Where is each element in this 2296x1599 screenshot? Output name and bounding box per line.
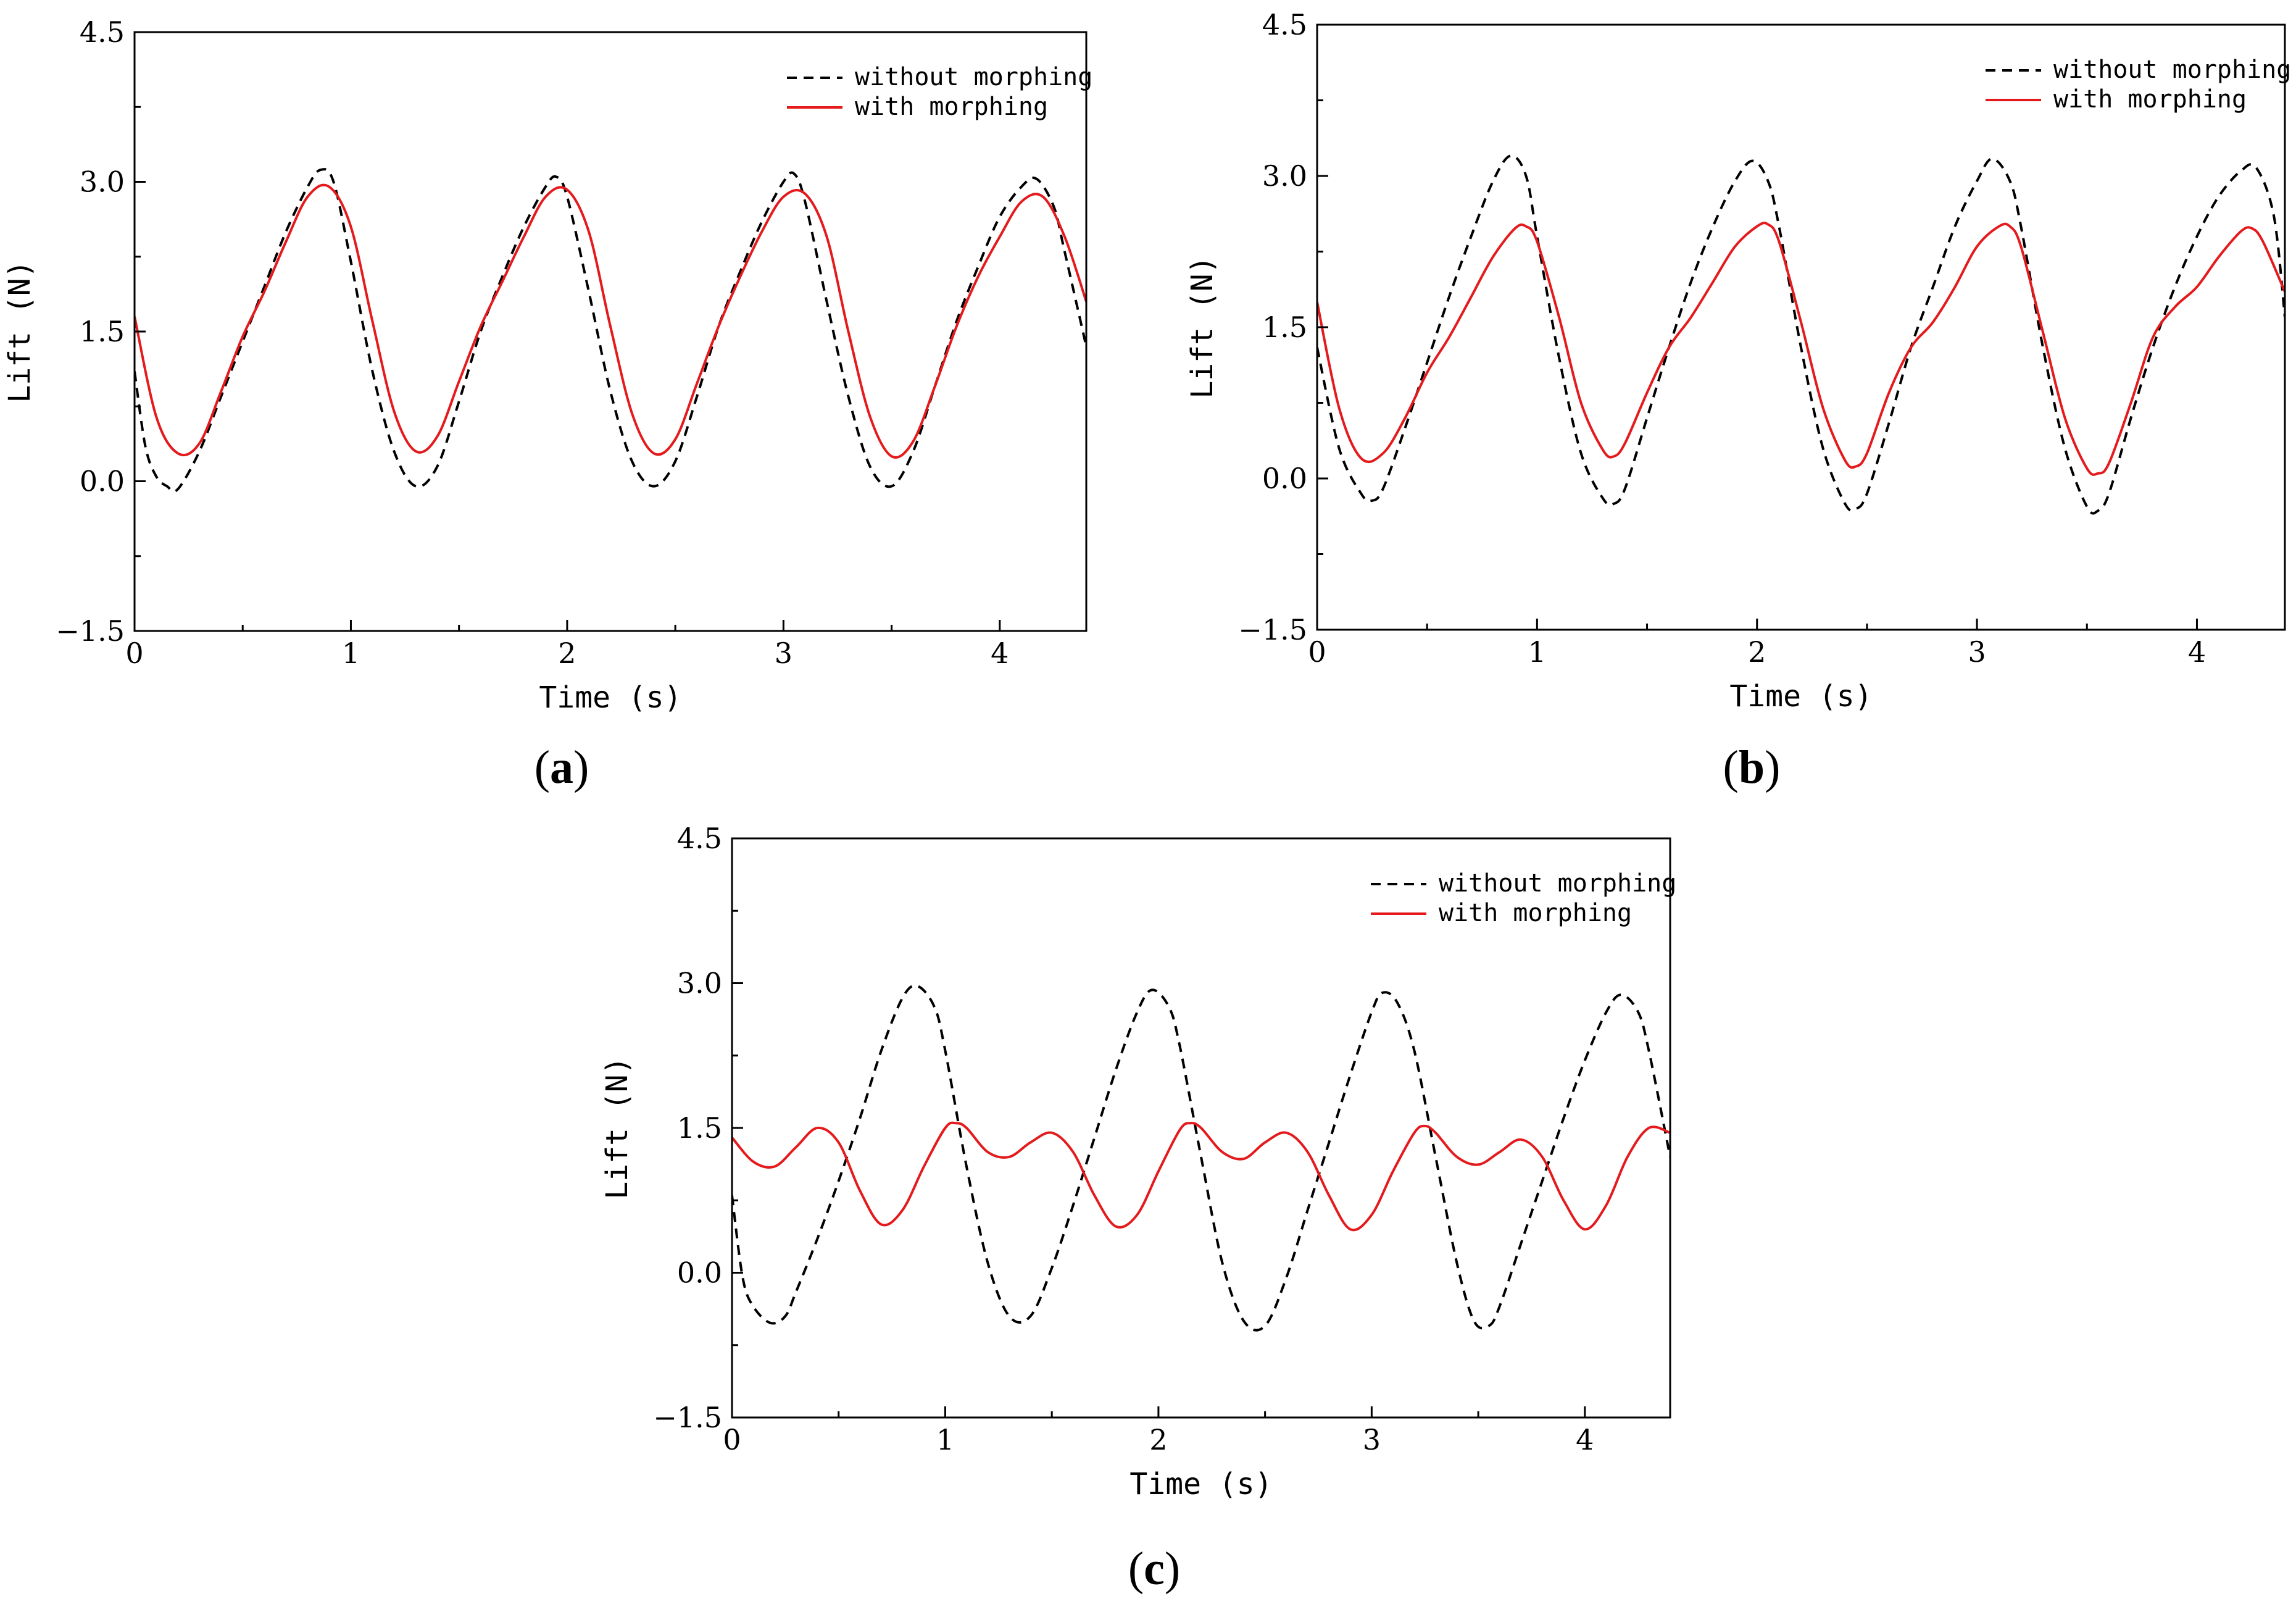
y-tick-label: 0.0: [677, 1256, 722, 1290]
chart-panel-c: 0 1 2 3 4 −1.5 0.0 1.5 3.0 4.5 Time (s) Lift (N) wit…: [600, 822, 1676, 1595]
x-tick-label: 4: [1576, 1423, 1594, 1456]
series-line-without-morphing: [1317, 154, 2285, 515]
y-tick-label: 0.0: [80, 465, 125, 498]
x-tick-label: 0: [1308, 635, 1326, 669]
chart-panel-b: 0 1 2 3 4 −1.5 0.0 1.5 3.0 4.5 Time (s) Lift (N) wit…: [1185, 8, 2291, 793]
series-line-with-morphing: [1317, 222, 2285, 476]
x-tick-label: 3: [1968, 635, 1986, 669]
x-tick-label: 3: [1363, 1423, 1381, 1456]
panel-label: (c): [1128, 1543, 1180, 1595]
panel-label: (a): [534, 741, 589, 793]
x-tick-label: 1: [936, 1423, 954, 1456]
legend-label: with morphing: [1439, 899, 1632, 927]
y-tick-label: 1.5: [1262, 311, 1307, 344]
x-axis-title: Time (s): [539, 680, 681, 715]
series-line-without-morphing: [135, 168, 1086, 493]
x-tick-label: 1: [342, 637, 360, 670]
y-tick-label: 4.5: [80, 15, 125, 49]
series-line-with-morphing: [732, 1121, 1670, 1232]
y-tick-label: −1.5: [653, 1401, 722, 1434]
y-tick-label: 1.5: [80, 315, 125, 348]
x-tick-label: 0: [723, 1423, 741, 1456]
y-tick-label: −1.5: [56, 614, 125, 648]
y-tick-label: 3.0: [80, 165, 125, 199]
y-tick-label: 1.5: [677, 1111, 722, 1145]
y-axis-title: Lift (N): [1185, 256, 1220, 398]
y-tick-label: 4.5: [677, 822, 722, 855]
x-tick-label: 2: [558, 637, 576, 670]
legend-label: without morphing: [2053, 56, 2291, 84]
chart-panel-a: 0 1 2 3 4 −1.5 0.0 1.5 3.0 4.5 Time (s) Lift (N) wit…: [2, 15, 1092, 793]
legend-label: without morphing: [1439, 869, 1676, 898]
legend-label: with morphing: [2053, 85, 2247, 114]
y-tick-label: −1.5: [1238, 613, 1307, 646]
x-tick-label: 2: [1748, 635, 1766, 669]
x-tick-label: 1: [1528, 635, 1546, 669]
x-tick-label: 4: [2188, 635, 2206, 669]
x-tick-label: 3: [775, 637, 792, 670]
x-axis-title: Time (s): [1129, 1467, 1272, 1501]
x-axis-title: Time (s): [1729, 679, 1872, 714]
y-tick-label: 0.0: [1262, 462, 1307, 495]
legend-label: with morphing: [855, 93, 1048, 121]
x-tick-label: 2: [1149, 1423, 1167, 1456]
y-tick-label: 4.5: [1262, 8, 1307, 41]
series-line-with-morphing: [135, 183, 1086, 459]
y-tick-label: 3.0: [1262, 159, 1307, 193]
y-axis-title: Lift (N): [2, 260, 37, 403]
y-tick-label: 3.0: [677, 967, 722, 1000]
legend-label: without morphing: [855, 63, 1092, 91]
panel-label: (b): [1723, 741, 1781, 793]
series-line-without-morphing: [732, 984, 1670, 1332]
y-axis-title: Lift (N): [600, 1056, 634, 1199]
x-tick-label: 4: [991, 637, 1009, 670]
x-tick-label: 0: [125, 637, 143, 670]
